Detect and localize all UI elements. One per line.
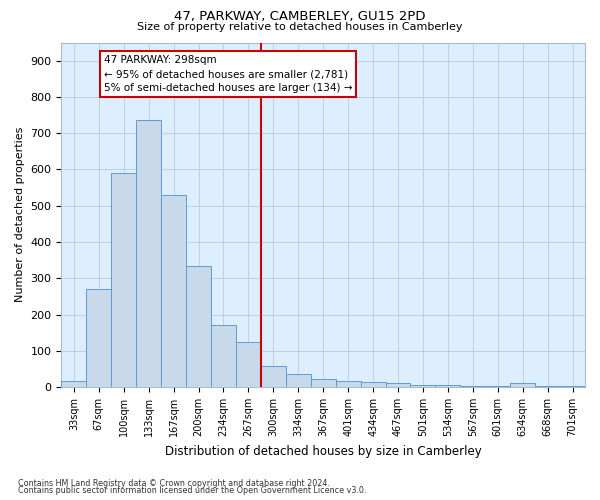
Bar: [510, 382, 535, 387]
Bar: [485, 386, 510, 387]
Bar: [286, 374, 311, 387]
Bar: [535, 386, 560, 387]
Bar: [560, 386, 585, 387]
Bar: [335, 380, 361, 387]
Bar: [261, 366, 286, 387]
Text: 47 PARKWAY: 298sqm
← 95% of detached houses are smaller (2,781)
5% of semi-detac: 47 PARKWAY: 298sqm ← 95% of detached hou…: [104, 55, 352, 93]
Bar: [161, 195, 186, 387]
Bar: [386, 384, 410, 387]
Bar: [436, 386, 460, 387]
Bar: [311, 379, 335, 387]
Text: Size of property relative to detached houses in Camberley: Size of property relative to detached ho…: [137, 22, 463, 32]
Text: Contains HM Land Registry data © Crown copyright and database right 2024.: Contains HM Land Registry data © Crown c…: [18, 478, 330, 488]
Text: Contains public sector information licensed under the Open Government Licence v3: Contains public sector information licen…: [18, 486, 367, 495]
Bar: [460, 386, 485, 387]
Bar: [186, 266, 211, 387]
Bar: [236, 342, 261, 387]
Text: 47, PARKWAY, CAMBERLEY, GU15 2PD: 47, PARKWAY, CAMBERLEY, GU15 2PD: [174, 10, 426, 23]
Bar: [111, 173, 136, 387]
X-axis label: Distribution of detached houses by size in Camberley: Distribution of detached houses by size …: [165, 444, 482, 458]
Bar: [361, 382, 386, 387]
Bar: [61, 380, 86, 387]
Bar: [136, 120, 161, 387]
Bar: [211, 326, 236, 387]
Y-axis label: Number of detached properties: Number of detached properties: [15, 127, 25, 302]
Bar: [86, 289, 111, 387]
Bar: [410, 384, 436, 387]
